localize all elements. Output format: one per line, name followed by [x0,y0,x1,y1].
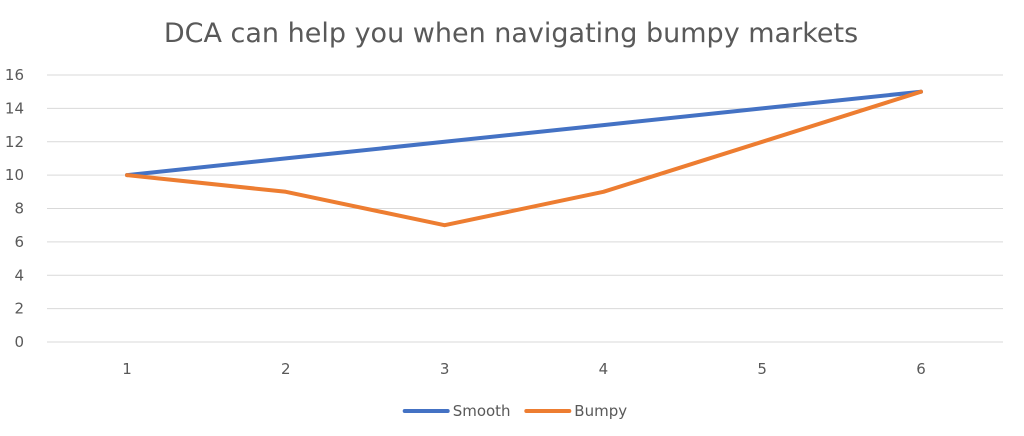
x-tick-label: 3 [440,360,450,378]
x-axis-tick-labels: 1 2 3 4 5 6 [122,360,926,378]
y-tick-label: 14 [5,99,24,117]
series-line-bumpy [125,89,923,228]
x-tick-label: 4 [599,360,609,378]
y-tick-label: 10 [5,166,24,184]
y-tick-label: 0 [14,333,24,351]
x-tick-label: 6 [916,360,926,378]
y-tick-label: 6 [14,233,24,251]
chart-title: DCA can help you when navigating bumpy m… [164,18,858,49]
legend-label-bumpy: Bumpy [574,402,627,420]
legend: Smooth Bumpy [402,402,627,420]
legend-label-smooth: Smooth [453,402,511,420]
series-lines [125,89,923,228]
x-tick-label: 1 [122,360,132,378]
y-tick-label: 12 [5,133,24,151]
y-tick-label: 16 [5,66,24,84]
y-tick-label: 4 [14,266,24,284]
y-tick-label: 8 [14,200,24,218]
y-tick-label: 2 [14,300,24,318]
series-line-smooth [125,89,923,178]
x-tick-label: 2 [281,360,291,378]
x-tick-label: 5 [757,360,767,378]
y-axis-tick-labels: 0 2 4 6 8 10 12 14 16 [5,66,24,351]
